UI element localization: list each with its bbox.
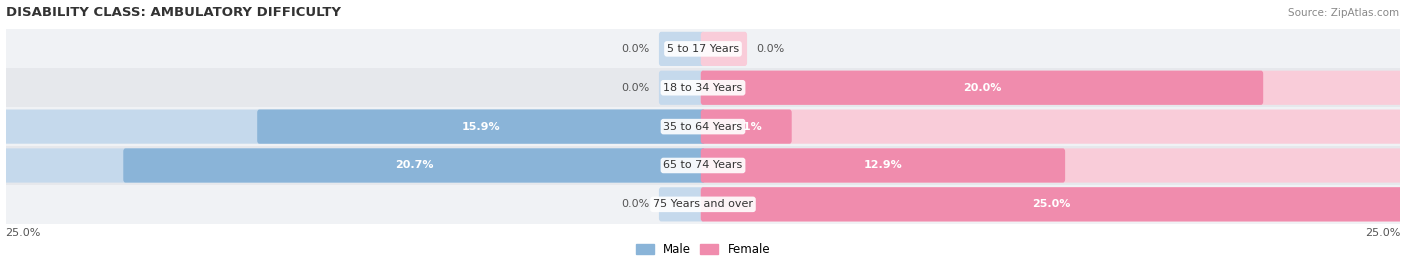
FancyBboxPatch shape (659, 71, 706, 105)
Text: 65 to 74 Years: 65 to 74 Years (664, 161, 742, 171)
Legend: Male, Female: Male, Female (631, 238, 775, 261)
Bar (6, 29, 1400, 68)
FancyBboxPatch shape (124, 148, 706, 183)
FancyBboxPatch shape (3, 109, 706, 144)
FancyBboxPatch shape (659, 32, 706, 66)
FancyBboxPatch shape (700, 148, 1403, 183)
FancyBboxPatch shape (700, 32, 747, 66)
FancyBboxPatch shape (257, 109, 706, 144)
Text: 75 Years and over: 75 Years and over (652, 199, 754, 209)
Text: 0.0%: 0.0% (621, 83, 650, 93)
Text: Source: ZipAtlas.com: Source: ZipAtlas.com (1288, 8, 1399, 18)
Text: 35 to 64 Years: 35 to 64 Years (664, 122, 742, 132)
Text: 0.0%: 0.0% (621, 44, 650, 54)
Bar (6, 146, 1400, 185)
Text: 18 to 34 Years: 18 to 34 Years (664, 83, 742, 93)
FancyBboxPatch shape (700, 109, 792, 144)
FancyBboxPatch shape (3, 148, 706, 183)
Text: 0.0%: 0.0% (756, 44, 785, 54)
FancyBboxPatch shape (700, 187, 1403, 221)
FancyBboxPatch shape (700, 148, 1066, 183)
Text: 25.0%: 25.0% (1365, 228, 1400, 238)
FancyBboxPatch shape (700, 71, 1263, 105)
Bar (6, 107, 1400, 146)
FancyBboxPatch shape (700, 109, 1403, 144)
Text: 25.0%: 25.0% (6, 228, 41, 238)
Bar (6, 185, 1400, 224)
Text: DISABILITY CLASS: AMBULATORY DIFFICULTY: DISABILITY CLASS: AMBULATORY DIFFICULTY (6, 6, 340, 19)
FancyBboxPatch shape (659, 187, 706, 221)
Text: 20.0%: 20.0% (963, 83, 1001, 93)
Text: 0.0%: 0.0% (621, 199, 650, 209)
Text: 25.0%: 25.0% (1032, 199, 1071, 209)
FancyBboxPatch shape (700, 71, 1403, 105)
Text: 3.1%: 3.1% (731, 122, 762, 132)
Bar (6, 68, 1400, 107)
FancyBboxPatch shape (700, 187, 1403, 221)
Text: 15.9%: 15.9% (463, 122, 501, 132)
Text: 12.9%: 12.9% (863, 161, 903, 171)
Text: 5 to 17 Years: 5 to 17 Years (666, 44, 740, 54)
Text: 20.7%: 20.7% (395, 161, 433, 171)
